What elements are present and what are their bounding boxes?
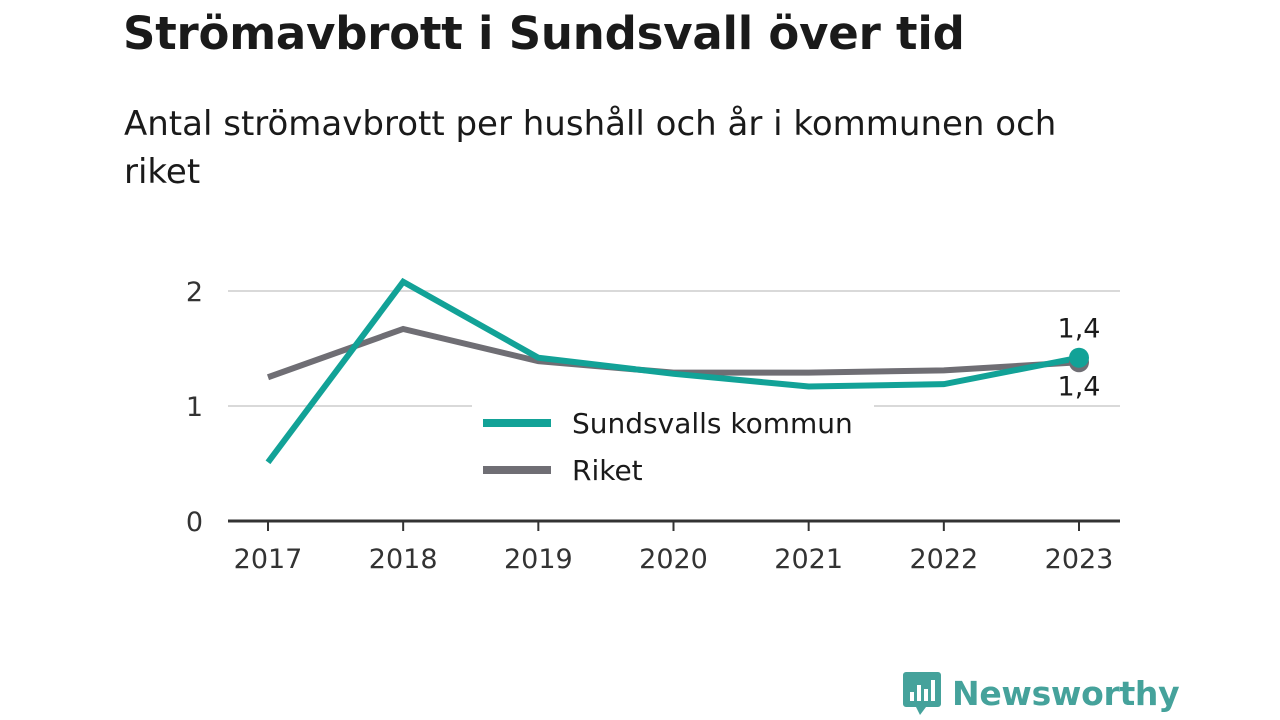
gridlines [228, 290, 1120, 407]
end-point-marker [1069, 347, 1089, 368]
x-tick-label: 2020 [639, 544, 708, 575]
end-value-label: 1,4 [1058, 371, 1101, 402]
brand-name: Newsworthy [952, 673, 1180, 713]
y-axis-ticks: 0 1 2 [186, 277, 203, 538]
chart-legend: Sundsvalls kommun Riket [472, 405, 874, 497]
series-line-riket [266, 325, 1080, 381]
chart-title: Strömavbrott i Sundsvall över tid [123, 7, 965, 60]
chart-subtitle: Antal strömavbrott per hushåll och år i … [124, 104, 1057, 192]
x-tick-label: 2023 [1045, 544, 1114, 575]
legend-label: Riket [572, 454, 643, 487]
y-tick-label: 2 [186, 277, 203, 308]
y-tick-label: 1 [186, 392, 203, 423]
chart-series [265, 277, 1089, 465]
x-axis: 2017 2018 2019 2020 2021 2022 2023 [228, 519, 1120, 575]
bar-chart-speech-bubble-icon [903, 672, 941, 715]
x-tick-label: 2019 [504, 544, 573, 575]
x-tick-label: 2022 [909, 544, 978, 575]
x-tick-label: 2018 [369, 544, 438, 575]
brand-logo: Newsworthy [902, 670, 1180, 716]
x-tick-label: 2021 [774, 544, 843, 575]
end-value-labels: 1,4 1,4 [1058, 314, 1101, 403]
end-value-label: 1,4 [1058, 314, 1101, 345]
x-tick-label: 2017 [234, 544, 303, 575]
y-tick-label: 0 [186, 507, 203, 538]
series-line-sundsvall [265, 277, 1080, 465]
legend-label: Sundsvalls kommun [572, 407, 853, 440]
